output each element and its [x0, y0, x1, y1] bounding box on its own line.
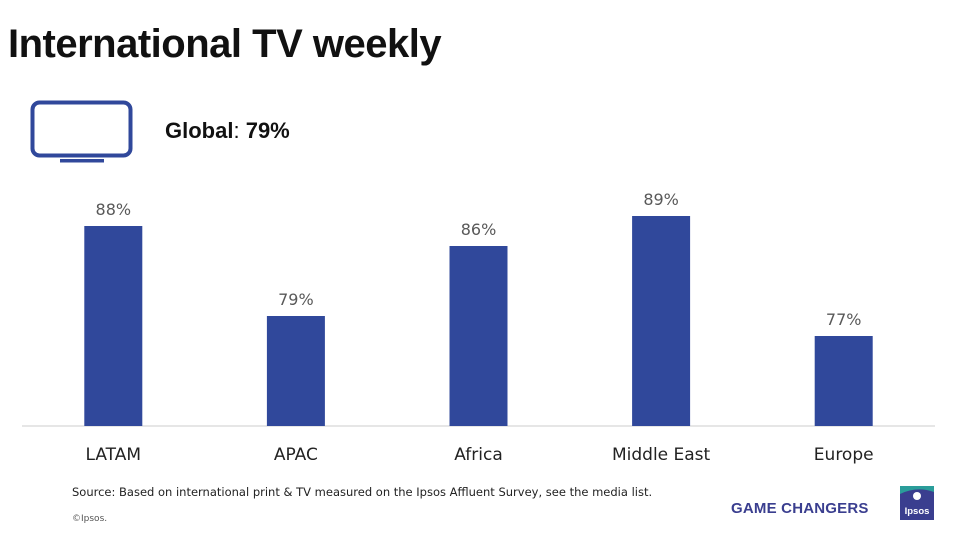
ipsos-logo: Ipsos	[900, 486, 934, 520]
x-tick-label: Middle East	[612, 445, 711, 465]
x-tick-label: LATAM	[86, 445, 142, 465]
global-separator: :	[233, 118, 240, 143]
bar-europe	[814, 336, 873, 426]
logo-text: Ipsos	[905, 506, 930, 517]
tv-monitor-icon	[30, 100, 133, 163]
data-label: 89%	[643, 190, 679, 209]
page-title: International TV weekly	[8, 22, 442, 66]
data-label: 77%	[826, 310, 862, 329]
bar-chart: 88% LATAM 79% APAC 86% Africa 89% Middle East 77…	[22, 190, 935, 465]
bar-africa	[449, 246, 508, 426]
global-summary: Global: 79%	[165, 118, 290, 144]
data-label: 79%	[278, 290, 314, 309]
bar-apac	[266, 316, 325, 426]
x-tick-label: Africa	[454, 445, 503, 465]
bar-latam	[84, 226, 143, 426]
source-note: Source: Based on international print & T…	[72, 485, 653, 499]
copyright: ©Ipsos.	[72, 514, 108, 524]
x-tick-label: APAC	[274, 445, 318, 465]
x-tick-label: Europe	[814, 445, 874, 465]
brand-tagline: GAME CHANGERS	[731, 500, 869, 517]
bar-middle-east	[632, 216, 691, 426]
global-label: Global	[165, 118, 234, 143]
data-label: 88%	[96, 200, 132, 219]
data-label: 86%	[461, 220, 497, 239]
global-value: 79%	[245, 118, 290, 143]
